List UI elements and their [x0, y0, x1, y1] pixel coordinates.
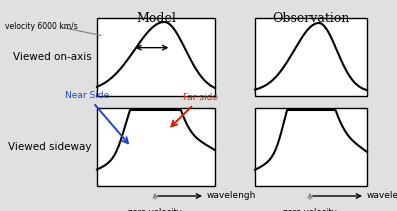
Text: Viewed sideway: Viewed sideway	[8, 142, 92, 152]
Text: Model: Model	[136, 12, 176, 25]
Text: Observation: Observation	[272, 12, 350, 25]
Bar	[255, 18, 367, 96]
Bar	[255, 108, 367, 186]
Bar	[97, 108, 215, 186]
Text: Near Side: Near Side	[65, 91, 128, 143]
Text: wavelengh: wavelengh	[207, 192, 256, 200]
Text: Viewed on-axis: Viewed on-axis	[13, 52, 92, 62]
Bar	[97, 18, 215, 96]
Text: wavelengh: wavelengh	[367, 192, 397, 200]
Text: zero velocity: zero velocity	[128, 208, 182, 211]
Text: zero velocity: zero velocity	[283, 208, 337, 211]
Text: velocity 6000 km/s: velocity 6000 km/s	[5, 22, 78, 31]
Text: Far side: Far side	[172, 93, 218, 126]
